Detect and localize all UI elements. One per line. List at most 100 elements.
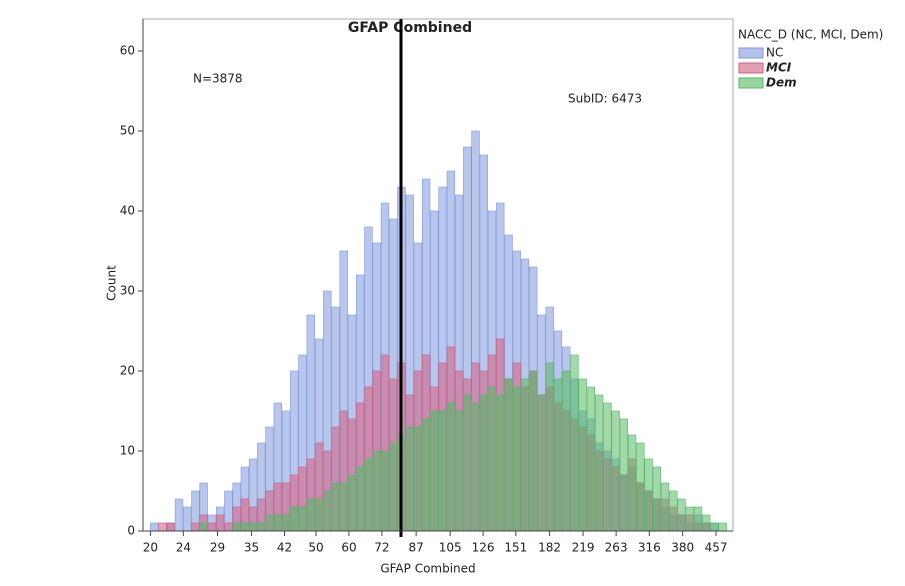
bar [298, 506, 307, 532]
bar [702, 514, 711, 532]
bar [248, 522, 258, 532]
bar [669, 490, 678, 532]
y-tick-label: 30 [120, 284, 135, 298]
bar [685, 506, 694, 532]
x-tick-label: 263 [605, 541, 628, 555]
x-tick-label: 151 [504, 541, 527, 555]
bar [611, 410, 620, 532]
bar [570, 354, 579, 532]
bar [306, 498, 315, 532]
bar [619, 418, 629, 532]
bar [372, 450, 381, 532]
legend-label: Dem [766, 76, 797, 90]
annotation: SubID: 6473 [568, 92, 642, 106]
bar [644, 458, 653, 532]
x-tick-label: 24 [176, 541, 191, 555]
bar [339, 482, 348, 532]
legend-label: MCI [766, 61, 792, 75]
legend-title: NACC_D (NC, MCI, Dem) [738, 28, 883, 42]
bar [323, 490, 332, 532]
bar [537, 394, 546, 532]
bar [314, 498, 324, 532]
y-axis-label: Count [105, 265, 119, 301]
bar [578, 378, 587, 532]
bar [166, 522, 175, 532]
bar [553, 378, 563, 532]
bar [405, 426, 414, 532]
bar [290, 506, 299, 532]
x-tick-label: 457 [705, 541, 728, 555]
bar [496, 394, 505, 532]
y-tick-label: 20 [120, 364, 135, 378]
legend-label: NC [766, 46, 783, 60]
bar [191, 522, 200, 532]
bar [430, 410, 439, 532]
bar [347, 474, 357, 532]
bar [512, 386, 521, 532]
legend-swatch [738, 77, 764, 89]
x-tick-label: 35 [244, 541, 259, 555]
bar [652, 466, 661, 532]
x-tick-label: 380 [671, 541, 694, 555]
bar [718, 522, 727, 532]
y-tick-label: 60 [120, 44, 135, 58]
bar [183, 506, 192, 532]
x-tick-label: 87 [409, 541, 424, 555]
x-tick-label: 219 [572, 541, 595, 555]
bar [199, 522, 208, 532]
bar [224, 522, 233, 532]
bar [627, 434, 637, 532]
x-tick-label: 105 [439, 541, 462, 555]
y-tick-label: 10 [120, 444, 135, 458]
bar [413, 426, 423, 532]
bar [504, 378, 513, 532]
bar [232, 522, 241, 532]
bar [594, 394, 604, 532]
x-tick-label: 316 [638, 541, 661, 555]
bar [603, 402, 612, 532]
bar [463, 394, 472, 532]
bar [421, 418, 431, 532]
bar [257, 522, 266, 532]
bar [454, 410, 464, 532]
chart-title: GFAP Combined [348, 20, 472, 36]
bar [693, 506, 703, 532]
x-tick-label: 42 [277, 541, 292, 555]
y-tick-label: 0 [127, 524, 135, 538]
bar [158, 522, 167, 532]
bar [660, 482, 670, 532]
bar [265, 514, 274, 532]
bar [215, 514, 225, 532]
x-tick-label: 60 [341, 541, 356, 555]
bar [677, 498, 686, 532]
bar [487, 386, 497, 532]
bar [389, 442, 398, 532]
bar [240, 522, 250, 532]
bar [281, 514, 291, 532]
bar [207, 522, 217, 532]
bar [438, 410, 447, 532]
x-tick-label: 29 [210, 541, 225, 555]
annotation: N=3878 [193, 72, 243, 86]
x-tick-label: 20 [143, 541, 158, 555]
x-tick-label: 72 [374, 541, 389, 555]
y-tick-label: 40 [120, 204, 135, 218]
bar [446, 402, 456, 532]
bar [273, 514, 283, 532]
legend-swatch [738, 62, 764, 74]
bar [586, 386, 596, 532]
bar [479, 394, 489, 532]
bar [331, 482, 340, 532]
bar [150, 522, 159, 532]
bar [710, 522, 719, 532]
bar [529, 370, 538, 532]
bar [174, 498, 184, 532]
legend-swatch [738, 47, 764, 59]
x-axis-label: GFAP Combined [380, 562, 475, 576]
bar [380, 450, 390, 532]
x-tick-label: 182 [538, 541, 561, 555]
bar [364, 458, 373, 532]
bar [520, 378, 530, 532]
